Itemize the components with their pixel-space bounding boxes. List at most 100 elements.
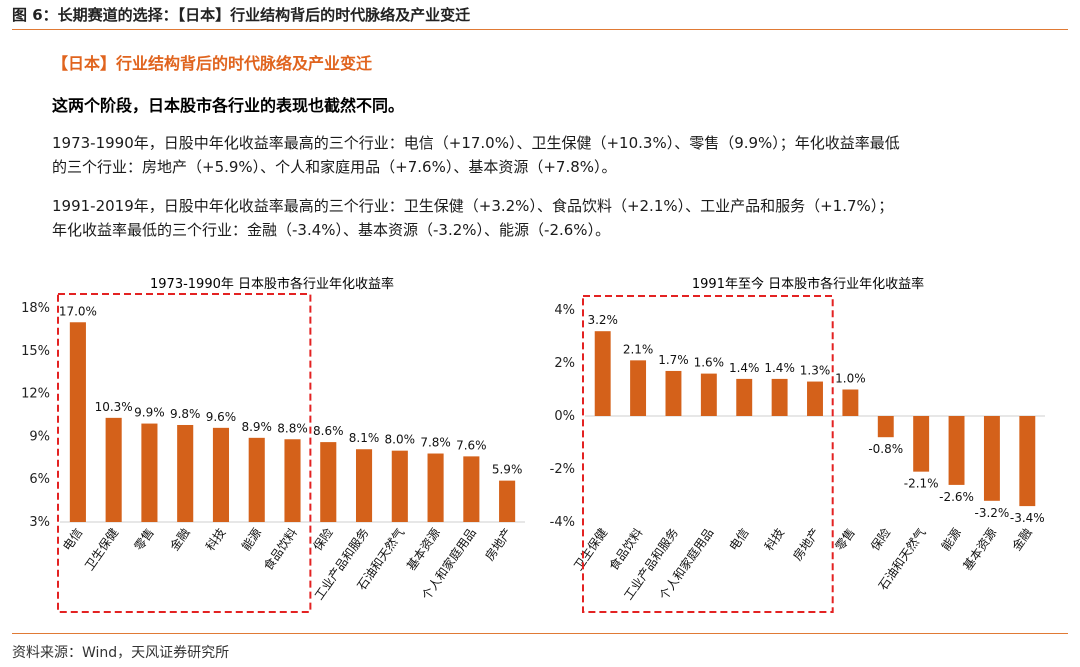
data-label: 3.2%: [587, 313, 618, 327]
category-label: 零售: [131, 525, 157, 553]
bar: [842, 389, 859, 416]
category-label: 金融: [167, 525, 193, 553]
bar: [284, 439, 301, 522]
category-label: 科技: [203, 526, 228, 554]
bar: [141, 423, 158, 522]
highlight-box: [582, 295, 834, 613]
data-label: 8.6%: [313, 424, 344, 438]
data-label: 9.8%: [170, 407, 201, 421]
bar: [983, 416, 1000, 501]
data-label: 8.9%: [241, 420, 272, 434]
chart-1973-1990: 1973-1990年 日本股市各行业年化收益率 3% 6% 9% 12% 15% 18% 17…: [21, 276, 525, 613]
category-label: 能源: [239, 526, 264, 554]
y-tick-label: 15%: [21, 344, 50, 359]
bottom-divider: [12, 633, 1068, 634]
bar: [913, 416, 930, 472]
bar: [105, 417, 122, 522]
bar: [463, 456, 480, 522]
category-label: 保险: [310, 525, 336, 553]
top-divider: [12, 29, 1068, 30]
bar: [700, 373, 717, 416]
data-label: -2.6%: [939, 490, 974, 504]
y-tick-label: -2%: [550, 462, 575, 477]
paragraph-line: 1991-2019年，日股中年化收益率最高的三个行业：卫生保健（+3.2%）、食…: [52, 197, 894, 215]
paragraph-1973-1990: 1973-1990年，日股中年化收益率最高的三个行业：电信（+17.0%）、卫生…: [52, 131, 1052, 179]
y-tick-label: 9%: [29, 429, 50, 444]
lead-sentence: 这两个阶段，日本股市各行业的表现也截然不同。: [52, 96, 405, 115]
category-label: 卫生保健: [82, 526, 121, 573]
bar: [877, 416, 894, 438]
bar: [736, 378, 753, 416]
category-label: 电信: [726, 526, 751, 554]
bar: [391, 450, 408, 522]
bar: [177, 424, 194, 522]
chart-1991-present: 1991年至今 日本股市各行业年化收益率 -4% -2% 0% 2% 4% 3.2% 卫生保健…: [550, 276, 1045, 613]
bar: [594, 331, 611, 416]
data-label: 1.0%: [835, 372, 866, 386]
category-label: 基本资源: [960, 526, 999, 573]
chart-title: 1991年至今 日本股市各行业年化收益率: [692, 276, 924, 292]
category-label: 卫生保健: [571, 526, 610, 573]
paragraph-line: 的三个行业：房地产（+5.9%）、个人和家庭用品（+7.6%）、基本资源（+7.…: [52, 158, 617, 176]
data-label: 5.9%: [492, 463, 523, 477]
y-tick-label: -4%: [550, 515, 575, 530]
section-subtitle: 【日本】行业结构背后的时代脉络及产业变迁: [52, 54, 373, 73]
bar: [665, 370, 682, 416]
data-label: 1.4%: [729, 361, 760, 375]
bar: [807, 381, 823, 416]
y-tick-label: 6%: [29, 472, 50, 487]
bar: [427, 453, 444, 522]
category-label: 房地产: [482, 525, 515, 563]
figure-title: 图 6：长期赛道的选择：【日本】行业结构背后的时代脉络及产业变迁: [12, 6, 471, 24]
data-label: -0.8%: [868, 442, 903, 456]
data-label: 9.9%: [134, 406, 165, 420]
data-label: -3.2%: [975, 506, 1010, 520]
bar: [212, 427, 230, 522]
data-label: 9.6%: [206, 410, 237, 424]
data-label: 17.0%: [59, 304, 97, 318]
category-label: 保险: [867, 525, 893, 553]
data-label: 7.8%: [420, 436, 451, 450]
data-label: 8.8%: [277, 421, 308, 435]
y-tick-label: 3%: [29, 515, 50, 530]
bar: [355, 449, 373, 522]
bar: [320, 442, 337, 522]
data-label: 1.4%: [764, 361, 795, 375]
data-label: -2.1%: [904, 477, 939, 491]
category-label: 金融: [1009, 525, 1035, 553]
category-label: 能源: [939, 526, 964, 554]
category-label: 房地产: [790, 525, 823, 563]
bar: [948, 416, 965, 485]
data-label: 1.7%: [658, 353, 689, 367]
y-tick-label: 18%: [21, 301, 50, 316]
data-label: -3.4%: [1010, 511, 1045, 525]
category-label: 食品饮料: [260, 525, 300, 573]
category-label: 食品饮料: [606, 525, 646, 573]
bar: [630, 360, 647, 416]
data-label: 8.0%: [385, 433, 416, 447]
paragraph-line: 1973-1990年，日股中年化收益率最高的三个行业：电信（+17.0%）、卫生…: [52, 134, 900, 152]
bar: [1019, 416, 1036, 507]
data-label: 8.1%: [349, 431, 380, 445]
bar: [69, 322, 86, 522]
bar: [248, 437, 265, 522]
data-label: 7.6%: [456, 438, 487, 452]
y-tick-label: 0%: [554, 409, 575, 424]
y-tick-label: 4%: [554, 303, 575, 318]
paragraph-1991-2019: 1991-2019年，日股中年化收益率最高的三个行业：卫生保健（+3.2%）、食…: [52, 194, 1052, 242]
paragraph-line: 年化收益率最低的三个行业：金融（-3.4%）、基本资源（-3.2%）、能源（-2…: [52, 221, 611, 239]
source-note: 资料来源：Wind，天风证券研究所: [12, 645, 230, 661]
y-tick-label: 2%: [554, 356, 575, 371]
data-label: 1.6%: [694, 356, 725, 370]
category-label: 科技: [762, 526, 787, 554]
data-label: 2.1%: [623, 342, 654, 356]
category-label: 电信: [60, 526, 85, 554]
y-tick-label: 12%: [21, 387, 50, 402]
bar: [499, 480, 516, 522]
data-label: 1.3%: [800, 364, 831, 378]
highlight-box: [57, 293, 312, 613]
bar: [771, 378, 788, 416]
category-label: 基本资源: [404, 526, 443, 573]
chart-title: 1973-1990年 日本股市各行业年化收益率: [150, 276, 394, 292]
category-label: 零售: [832, 525, 858, 553]
